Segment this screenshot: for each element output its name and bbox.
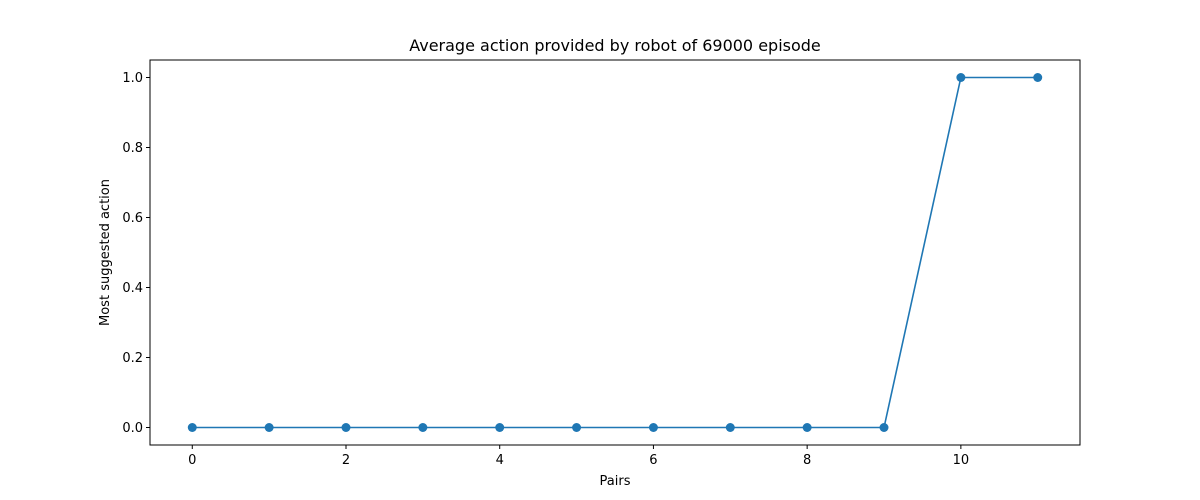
chart-title: Average action provided by robot of 6900…: [409, 36, 821, 55]
data-point: [572, 423, 582, 432]
y-axis-label: Most suggested action: [98, 179, 113, 326]
data-point: [802, 423, 812, 432]
y-tick-label: 0.6: [122, 211, 143, 226]
data-point: [187, 423, 197, 432]
x-tick-label: 4: [496, 453, 504, 468]
x-tick-label: 8: [803, 453, 811, 468]
x-tick-label: 6: [649, 453, 657, 468]
ticks-layer: 0 2 4 6 8 10 0.0 0.2 0.4 0.6 0.8 1.0: [122, 71, 969, 468]
y-tick-label: 0.4: [122, 281, 143, 296]
y-tick-label: 1.0: [122, 71, 143, 86]
series-line: [192, 76, 1038, 429]
data-point: [648, 423, 658, 432]
data-point: [725, 423, 735, 432]
plot-layer: [187, 73, 1043, 432]
data-point: [879, 423, 889, 432]
data-point: [418, 423, 428, 432]
y-tick-label: 0.2: [122, 351, 143, 366]
x-axis-label: Pairs: [600, 474, 631, 489]
data-point: [956, 73, 966, 82]
data-point: [1033, 73, 1043, 82]
y-tick-label: 0.0: [122, 421, 143, 436]
data-point: [264, 423, 274, 432]
data-point: [495, 423, 505, 432]
x-tick-label: 2: [342, 453, 350, 468]
plot-frame: [149, 59, 1081, 446]
y-tick-label: 0.8: [122, 141, 143, 156]
x-tick-label: 10: [953, 453, 970, 468]
data-point: [341, 423, 351, 432]
x-tick-label: 0: [188, 453, 196, 468]
